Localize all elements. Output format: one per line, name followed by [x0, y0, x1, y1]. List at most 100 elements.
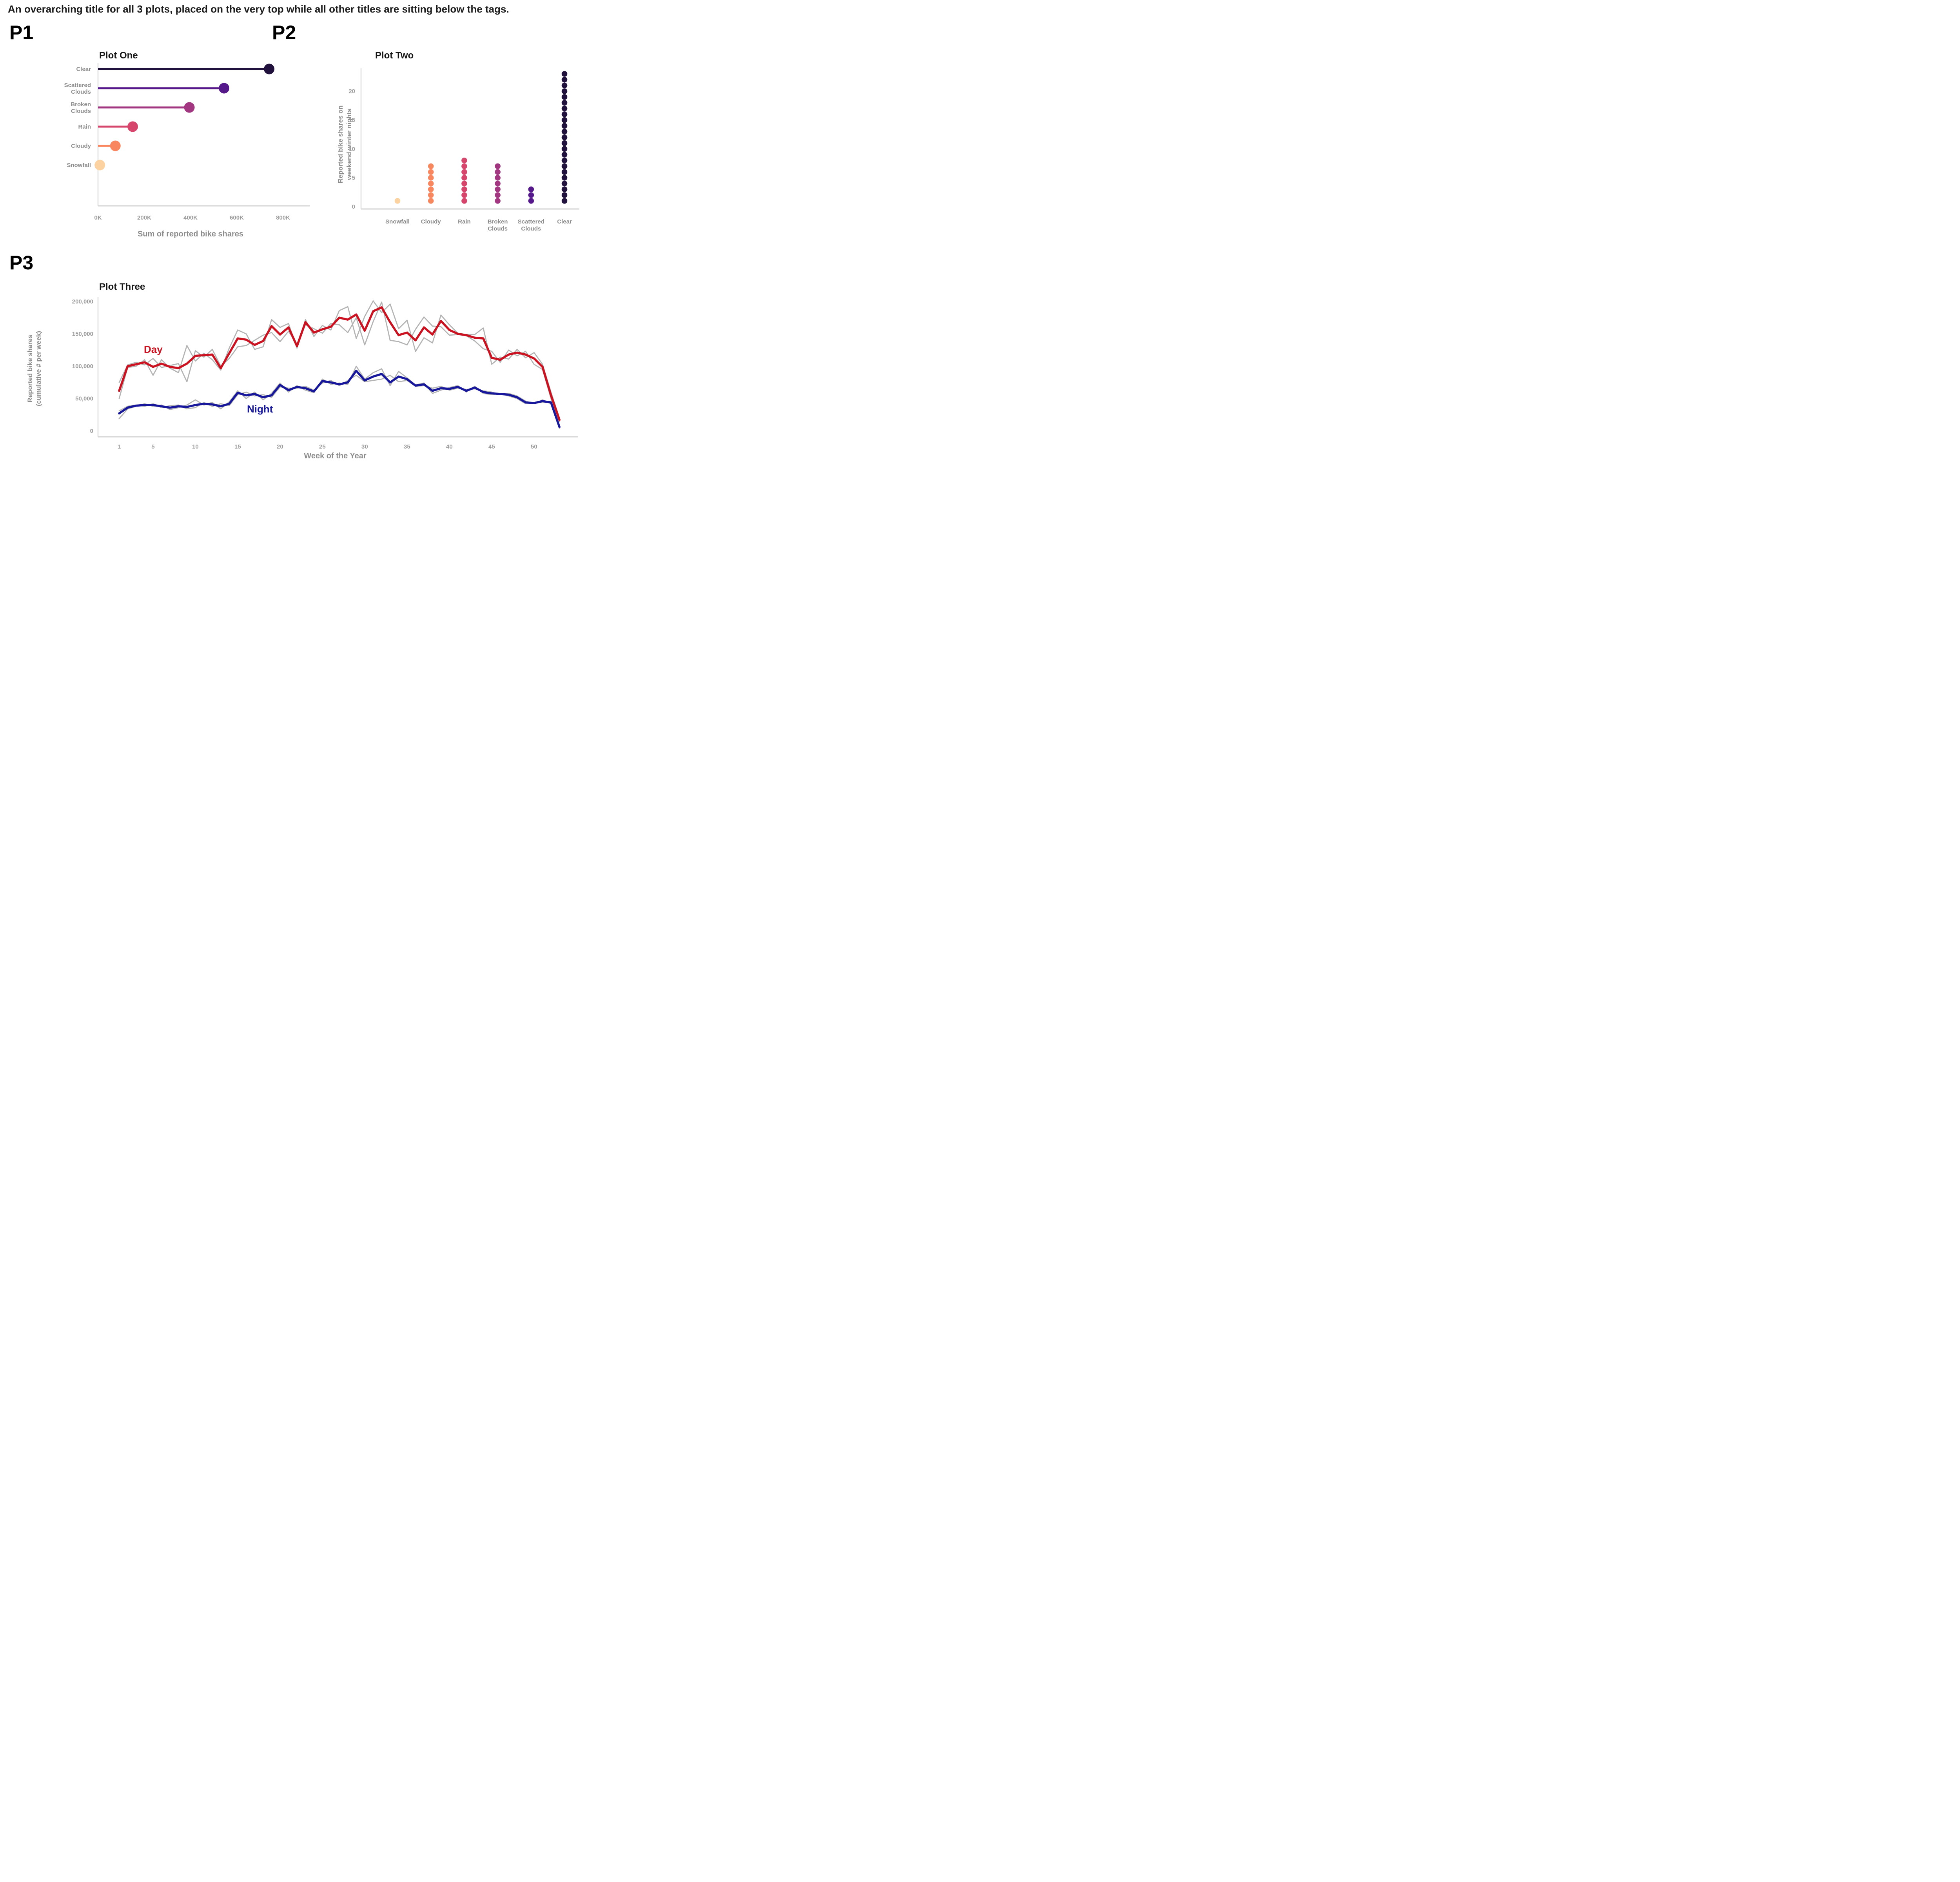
p1-x-tick-label: 0K: [94, 214, 102, 221]
p1-lollipop-dot: [184, 102, 195, 113]
p2-dot: [561, 146, 568, 152]
p3-x-tick-label: 1: [118, 443, 121, 450]
p2-dot: [461, 180, 467, 187]
plot-three-x-axis-title: Week of the Year: [304, 452, 367, 460]
p2-dot: [428, 180, 434, 187]
plot-three-y-axis-title: Reported bike shares (cumulative # per w…: [26, 331, 43, 406]
p2-category-label: Snowfall: [385, 218, 410, 225]
p2-dot: [461, 163, 467, 169]
p3-y-tick-label: 50,000: [75, 396, 93, 402]
p2-dot: [428, 169, 434, 175]
p2-dot: [461, 198, 467, 204]
p2-dot: [561, 82, 568, 89]
p2-dot: [528, 186, 534, 193]
p2-dot: [561, 123, 568, 129]
p2-dot: [561, 198, 568, 204]
p1-lollipop-dot: [110, 140, 121, 151]
p2-y-tick-label: 0: [352, 203, 355, 210]
p2-dot: [428, 163, 434, 169]
p3-y-tick-label: 100,000: [72, 363, 93, 370]
night-series-label: Night: [247, 403, 273, 415]
p2-dot: [495, 169, 501, 175]
day-series-label: Day: [144, 343, 163, 355]
p3-y-tick-label: 150,000: [72, 331, 93, 338]
p2-y-tick-label: 15: [348, 117, 355, 124]
p2-dot: [428, 186, 434, 193]
p2-dot: [528, 192, 534, 198]
p2-category-label: Rain: [458, 218, 471, 225]
p3-y-tick-label: 200,000: [72, 298, 93, 305]
p2-category-label: Cloudy: [421, 218, 441, 225]
p1-x-tick-label: 800K: [276, 214, 290, 221]
p1-lollipop-dot: [264, 64, 275, 74]
p2-dot: [461, 157, 467, 163]
p3-x-tick-label: 20: [277, 443, 283, 450]
p2-dot: [561, 152, 568, 158]
p3-x-tick-label: 30: [361, 443, 368, 450]
p3-x-tick-label: 25: [319, 443, 326, 450]
plot-two-y-axis-title-line1: Reported bike shares on: [336, 105, 344, 183]
p1-category-label: Snowfall: [67, 162, 91, 169]
p2-category-label: Broken Clouds: [488, 218, 508, 232]
p3-y-tick-label: 0: [90, 428, 93, 434]
plot-two-dot-plot: 0 5 10 15 20 Snowfall Cloudy Rain Broken Clouds Sc…: [348, 68, 579, 232]
p2-dot: [428, 175, 434, 181]
p2-dot: [495, 175, 501, 181]
p2-dot: [561, 163, 568, 169]
p2-dot: [561, 134, 568, 140]
p3-x-tick-label: 5: [151, 443, 154, 450]
p2-dot: [561, 94, 568, 100]
p2-dot: [461, 192, 467, 198]
p3-series-day: [118, 306, 561, 421]
p2-dot: [561, 117, 568, 123]
p2-dot: [461, 169, 467, 175]
p2-dot: [561, 71, 568, 77]
p3-x-tick-label: 15: [234, 443, 241, 450]
p1-category-label: Rain: [78, 124, 91, 130]
p1-x-tick-label: 200K: [137, 214, 151, 221]
p2-dot: [495, 198, 501, 204]
p2-dot: [561, 169, 568, 175]
p3-x-tick-label: 50: [531, 443, 537, 450]
p3-series-night: [118, 369, 561, 428]
p3-x-tick-label: 35: [404, 443, 410, 450]
p2-dot: [495, 163, 501, 169]
p2-category-label: Scattered Clouds: [518, 218, 544, 232]
plot-three-y-axis-title-line2: (cumulative # per week): [35, 331, 42, 406]
p2-dot: [561, 175, 568, 181]
p1-category-label: Cloudy: [71, 143, 91, 149]
p1-lollipop-dot: [94, 160, 105, 171]
tag-p2: P2: [272, 22, 296, 44]
p2-y-tick-label: 5: [352, 174, 355, 181]
p2-dot: [495, 186, 501, 193]
p1-lollipop-dot: [219, 83, 230, 94]
p3-x-tick-label: 40: [446, 443, 453, 450]
p2-dot: [528, 198, 534, 204]
p2-dot: [428, 192, 434, 198]
plot-two-title: Plot Two: [375, 50, 414, 61]
p2-dot: [561, 186, 568, 193]
p2-dot: [561, 157, 568, 163]
p2-dot: [561, 105, 568, 112]
plot-three-title: Plot Three: [99, 282, 145, 292]
p1-category-label: Scattered Clouds: [64, 82, 91, 95]
p1-x-tick-label: 600K: [230, 214, 244, 221]
p2-dot: [495, 180, 501, 187]
p2-dot: [394, 198, 401, 204]
plot-three-y-axis-title-line1: Reported bike shares: [26, 334, 34, 403]
p2-dot: [561, 76, 568, 83]
page-title: An overarching title for all 3 plots, pl…: [8, 3, 509, 15]
p2-dot: [561, 192, 568, 198]
p3-series-day_raw_b: [118, 302, 560, 423]
p2-dot: [428, 198, 434, 204]
p3-x-tick-label: 10: [192, 443, 199, 450]
p2-category-label: Clear: [557, 218, 572, 225]
p2-dot: [561, 140, 568, 146]
p1-x-tick-label: 400K: [183, 214, 198, 221]
p2-dot: [561, 129, 568, 134]
p2-dot: [561, 88, 568, 94]
plot-one-x-axis-title: Sum of reported bike shares: [137, 230, 244, 238]
p2-dot: [461, 175, 467, 181]
p1-category-label: Broken Clouds: [71, 101, 91, 114]
